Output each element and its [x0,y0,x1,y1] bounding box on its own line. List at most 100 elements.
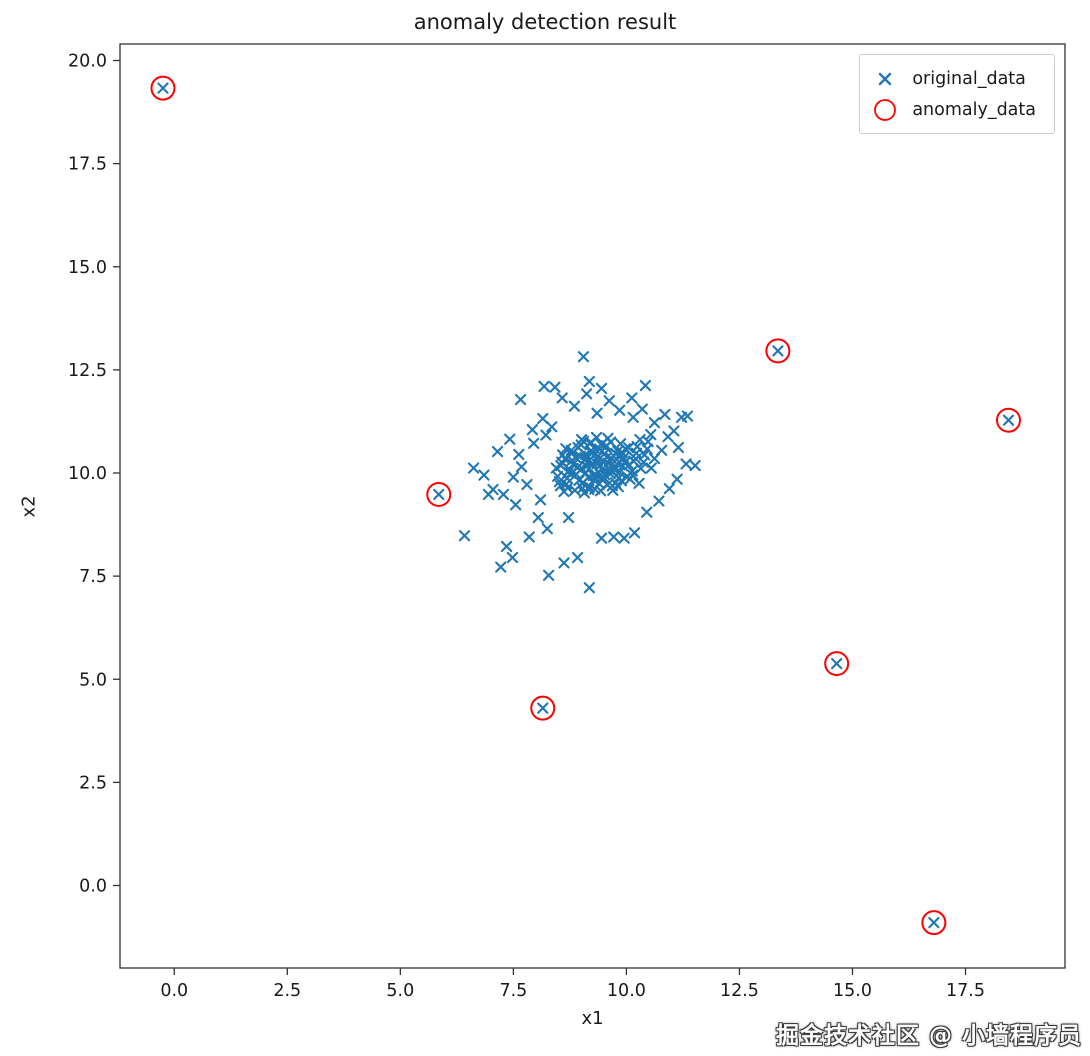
data-point-x [613,404,626,416]
data-point-x [562,511,575,524]
legend-entry-anomaly: anomaly_data [870,94,1036,125]
data-point-x [636,403,648,415]
x-tick-label: 15.0 [833,981,872,1001]
data-point-x [645,462,657,474]
y-axis-label: x2 [18,495,40,518]
circle-marker-icon [874,98,897,121]
data-point-x [583,483,595,496]
data-point-x [521,478,533,491]
data-point-x [575,433,588,446]
data-point-x [630,447,643,459]
data-point-x [577,351,590,363]
data-point-x [831,657,843,670]
legend-entry-original: original_data [870,63,1036,94]
data-point-x [587,446,599,459]
data-point-x [482,488,495,501]
y-tick-label: 15.0 [68,258,107,278]
data-point-x [603,395,615,407]
data-point-x [509,499,522,511]
data-point-x [641,506,653,518]
anomaly-circle [921,910,947,936]
data-point-x [605,464,618,477]
x-tick-label: 7.5 [499,981,527,1001]
data-point-x [628,527,641,539]
data-point-x [672,441,685,454]
data-point-x [633,477,645,489]
data-point-x [540,429,552,441]
data-point-x [594,485,607,497]
y-tick-label: 10.0 [68,464,107,484]
x-tick-label: 10.0 [607,981,646,1001]
y-tick-label: 2.5 [79,773,107,793]
data-point-x [597,471,610,483]
data-point-x [534,494,547,506]
anomaly-circle [426,481,452,507]
data-point-x [635,462,647,475]
data-point-x [514,393,527,406]
data-point-x [467,462,480,474]
data-point-x [497,488,510,501]
data-point-x [515,461,528,473]
data-point-x [680,458,692,470]
data-point-x [554,480,567,492]
data-point-x [538,380,550,393]
anomaly-circle [995,407,1021,433]
anomaly-circle [530,695,556,721]
data-point-x [571,551,584,564]
data-point-x [570,452,582,464]
data-point-x [500,540,513,553]
anomaly-circle [765,338,791,364]
data-point-x [587,469,600,482]
y-tick-label: 7.5 [79,567,107,587]
legend-label-anomaly: anomaly_data [912,99,1036,120]
data-point-x [566,447,579,459]
y-tick-label: 5.0 [79,670,107,690]
data-point-x [645,428,657,441]
data-point-x [626,392,638,404]
data-point-x [507,471,520,483]
x-axis-label: x1 [581,1008,604,1029]
chart-title: anomaly detection result [413,10,677,34]
y-tick-label: 12.5 [68,361,107,381]
data-point-x [627,469,639,481]
data-point-x [541,523,553,535]
legend: original_data anomaly_data [859,54,1055,134]
data-point-x [671,473,683,485]
data-point-x [506,551,519,564]
data-point-x [558,557,570,569]
data-point-x [583,375,595,388]
data-point-x [627,411,639,423]
data-point-x [537,702,549,714]
data-point-x [504,433,516,445]
data-point-x [583,582,595,594]
data-point-x [639,379,652,392]
x-tick-label: 17.5 [946,981,985,1001]
data-point-x [491,445,504,458]
data-point-x [523,531,535,543]
data-point-x [659,408,671,421]
data-point-x [590,431,603,444]
data-point-x [532,511,544,524]
data-point-x [612,480,624,493]
data-point-x [546,421,558,433]
data-point-x [526,424,539,436]
legend-label-original: original_data [912,68,1026,89]
data-point-x [681,410,694,422]
data-point-x [1002,414,1015,426]
data-point-x [537,412,549,425]
x-tick-label: 5.0 [386,981,414,1001]
data-point-x [623,459,635,471]
data-point-x [608,531,620,543]
data-point-x [656,444,668,456]
data-point-x [556,392,568,404]
data-point-x [641,443,653,455]
data-point-x [495,561,507,573]
watermark: 掘金技术社区 @ 小墙程序员 [775,1023,1082,1049]
data-point-x [637,456,650,468]
data-point-x [619,443,632,455]
data-point-x [662,431,674,443]
y-tick-label: 20.0 [68,52,107,72]
anomaly-circle [150,75,176,101]
data-point-x [689,459,701,472]
x-tick-label: 12.5 [720,981,759,1001]
